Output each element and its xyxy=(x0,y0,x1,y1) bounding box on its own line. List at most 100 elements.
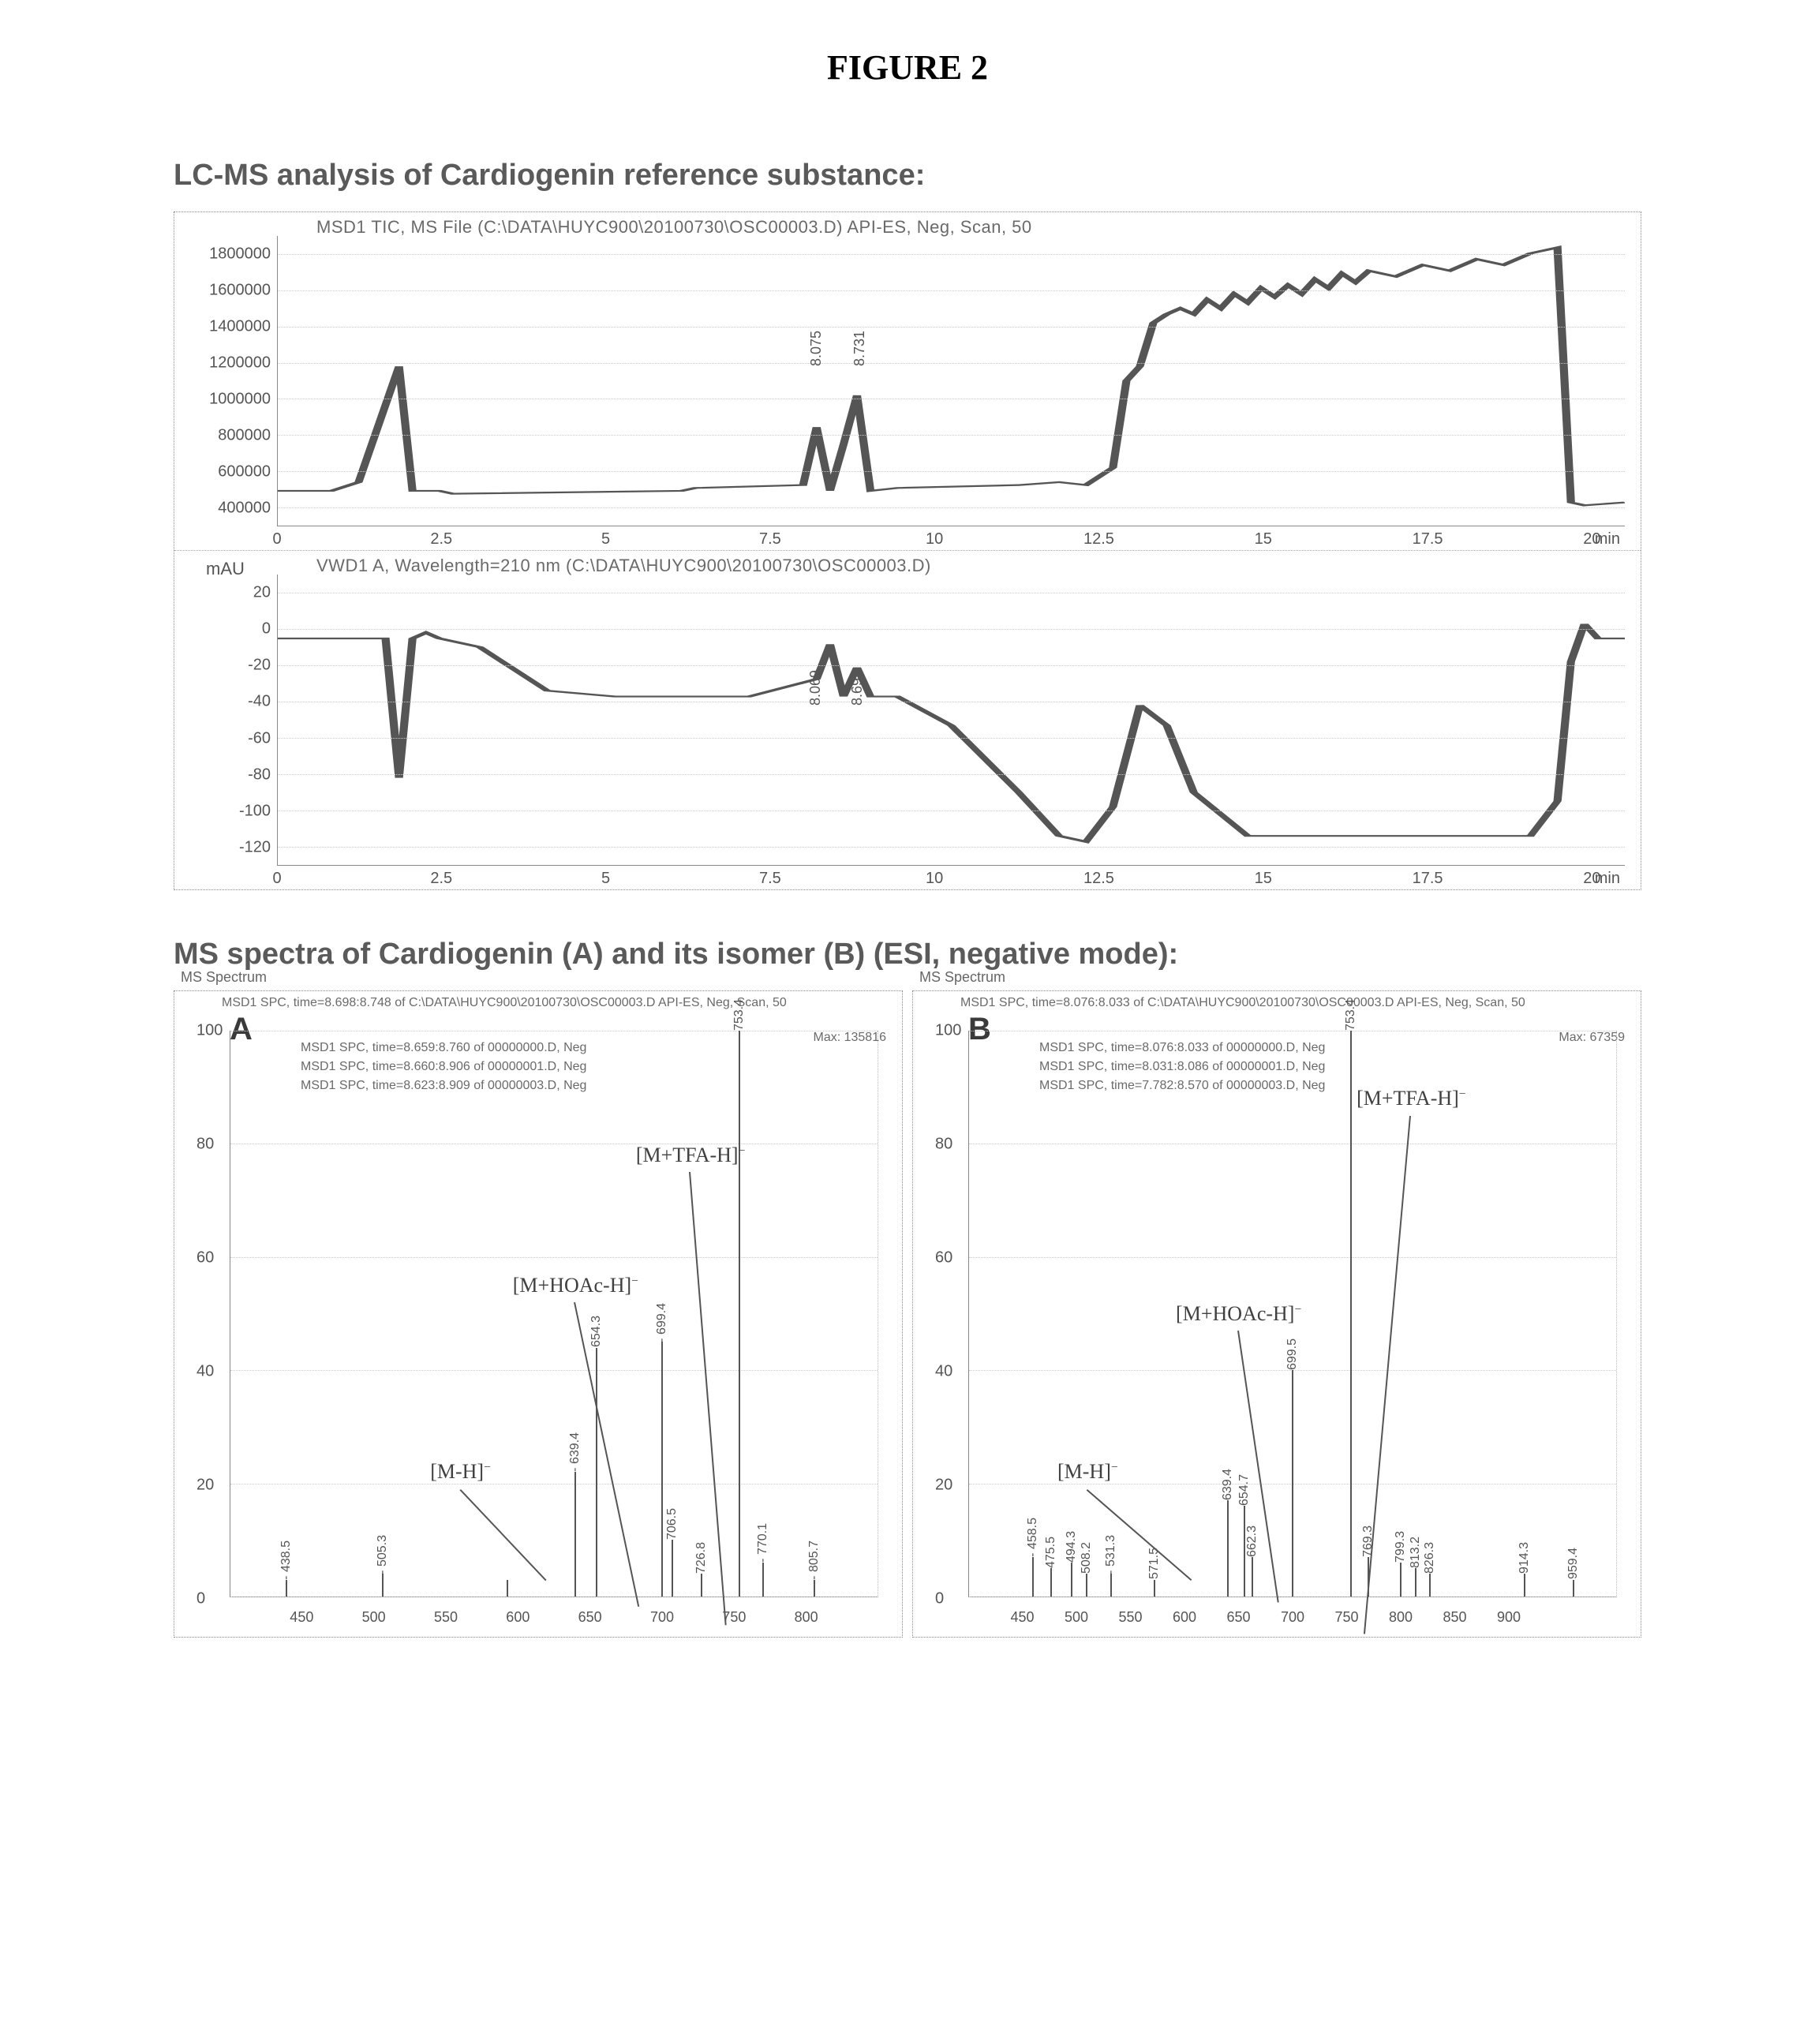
x-tick: 17.5 xyxy=(1413,530,1443,548)
y-tick: 1600000 xyxy=(176,282,271,300)
ms-peak: 508.2 xyxy=(1086,1574,1087,1597)
ms-peak-label: - 438.5 xyxy=(279,1539,294,1580)
y-tick: -20 xyxy=(176,657,271,675)
ion-annotation: [M-H]− xyxy=(1057,1460,1118,1484)
x-tick: 12.5 xyxy=(1083,870,1114,888)
peak-label: 8.069 xyxy=(807,670,824,706)
ms-peak: 662.3 xyxy=(1252,1557,1253,1597)
x-tick: 800 xyxy=(1389,1609,1413,1626)
ms-peak-label: 654.3 xyxy=(589,1314,604,1347)
x-tick: 600 xyxy=(506,1609,530,1626)
uv-trace xyxy=(278,575,1625,865)
ms-peak-label: 475.5 xyxy=(1044,1535,1058,1568)
ms-peak: 494.3 xyxy=(1071,1563,1072,1597)
ms-peak-label: 753.4 xyxy=(1344,998,1358,1031)
y-tick: 0 xyxy=(935,1590,944,1608)
ms-panel-a: MS Spectrum MSD1 SPC, time=8.698:8.748 o… xyxy=(174,990,903,1638)
ms-peak: 914.3 xyxy=(1524,1574,1525,1597)
lcms-tic-subpanel: MSD1 TIC, MS File (C:\DATA\HUYC900\20100… xyxy=(174,212,1641,551)
ms-peak: - 438.5 xyxy=(286,1580,287,1597)
tic-title: MSD1 TIC, MS File (C:\DATA\HUYC900\20100… xyxy=(316,217,1032,238)
x-tick: 650 xyxy=(578,1609,602,1626)
ms-peak: - 699.4 xyxy=(661,1342,663,1597)
ms-peak: - 805.7 xyxy=(814,1580,815,1597)
section2-heading: MS spectra of Cardiogenin (A) and its is… xyxy=(174,938,1641,971)
ms-peak-label: 639.4 xyxy=(1221,1467,1235,1500)
y-tick: 0 xyxy=(176,620,271,638)
ms-peak: 726.8 xyxy=(701,1574,702,1597)
ms-peak: 813.2 xyxy=(1415,1568,1416,1597)
x-tick: 850 xyxy=(1443,1609,1466,1626)
y-tick: -120 xyxy=(176,838,271,856)
ms-a-x-ticks: 450500550600650700750800 xyxy=(230,1602,878,1626)
y-tick: 600000 xyxy=(176,463,271,481)
x-axis-unit: min xyxy=(1595,870,1620,888)
y-tick: 400000 xyxy=(176,500,271,518)
y-tick: 100 xyxy=(935,1022,961,1040)
x-tick: 600 xyxy=(1173,1609,1196,1626)
ms-peak-label: 753.4 xyxy=(732,998,747,1031)
x-tick: 550 xyxy=(434,1609,458,1626)
ms-peak-label: 662.3 xyxy=(1245,1524,1259,1557)
ion-annotation: [M+HOAc-H]− xyxy=(513,1274,638,1297)
annotation-connector xyxy=(574,1302,640,1607)
ms-b-caption: MS Spectrum xyxy=(919,969,1005,986)
x-tick: 10 xyxy=(926,870,943,888)
x-tick: 17.5 xyxy=(1413,870,1443,888)
ms-peak-label: 799.3 xyxy=(1394,1529,1408,1563)
x-tick: 7.5 xyxy=(759,530,781,548)
x-tick: 0 xyxy=(272,870,281,888)
ms-b-plot: - 458.5475.5494.3508.2- 531.3571.5639.46… xyxy=(968,1031,1617,1597)
x-tick: 15 xyxy=(1255,530,1272,548)
x-tick: 700 xyxy=(650,1609,674,1626)
x-tick: 450 xyxy=(1010,1609,1034,1626)
figure-title: FIGURE 2 xyxy=(174,47,1641,88)
ms-peak-label: - 770.1 xyxy=(756,1522,770,1563)
annotation-connector xyxy=(459,1489,546,1581)
y-tick: -100 xyxy=(176,802,271,820)
ms-peak: - 458.5 xyxy=(1032,1557,1034,1597)
y-tick: 1800000 xyxy=(176,245,271,264)
ms-peak: 799.3 xyxy=(1400,1563,1401,1597)
ms-peak: 699.5 xyxy=(1292,1370,1293,1597)
ms-b-header: MSD1 SPC, time=8.076:8.033 of C:\DATA\HU… xyxy=(960,996,1633,1010)
x-tick: 12.5 xyxy=(1083,530,1114,548)
ms-peak-label: 508.2 xyxy=(1080,1540,1094,1574)
ms-peak: 706.5 xyxy=(672,1540,673,1597)
ms-a-caption: MS Spectrum xyxy=(181,969,267,986)
ms-peak-label: 494.3 xyxy=(1065,1529,1079,1563)
ms-peak: 753.4 xyxy=(1350,1031,1352,1597)
ion-annotation: [M+TFA-H]− xyxy=(636,1144,746,1167)
y-tick: -60 xyxy=(176,729,271,747)
ms-peak: 571.5 xyxy=(1154,1580,1155,1597)
tic-x-ticks: 02.557.51012.51517.520min xyxy=(277,526,1625,550)
x-tick: 650 xyxy=(1226,1609,1250,1626)
ms-peak-label: - 699.4 xyxy=(655,1301,669,1342)
y-tick: -40 xyxy=(176,693,271,711)
y-tick: -80 xyxy=(176,766,271,784)
uv-x-ticks: 02.557.51012.51517.520min xyxy=(277,866,1625,889)
y-tick: 20 xyxy=(196,1477,214,1495)
x-tick: 5 xyxy=(601,870,610,888)
ms-peak-label: 706.5 xyxy=(665,1507,679,1540)
uv-y-axis: -120 -100 -80 -60 -40 -20 0 20 xyxy=(174,575,277,866)
x-tick: 2.5 xyxy=(430,530,452,548)
ms-peak-label: 826.3 xyxy=(1423,1540,1437,1574)
tic-y-axis: 4000006000008000001000000120000014000001… xyxy=(174,236,277,526)
ion-annotation: [M-H]− xyxy=(430,1460,491,1484)
ms-peak: 475.5 xyxy=(1050,1568,1052,1597)
y-tick: 20 xyxy=(176,584,271,602)
x-tick: 700 xyxy=(1281,1609,1304,1626)
uv-title: VWD1 A, Wavelength=210 nm (C:\DATA\HUYC9… xyxy=(316,556,931,576)
y-tick: 40 xyxy=(196,1363,214,1381)
x-tick: 10 xyxy=(926,530,943,548)
y-tick: 80 xyxy=(935,1136,952,1154)
ms-peak-label: 914.3 xyxy=(1517,1540,1532,1574)
x-tick: 7.5 xyxy=(759,870,781,888)
x-tick: 750 xyxy=(722,1609,746,1626)
ms-peak: - 531.3 xyxy=(1110,1574,1112,1597)
ms-peak-label: - 505.3 xyxy=(376,1533,390,1574)
ms-a-plot: - 438.5- 505.3- 639.4654.3- 699.4706.572… xyxy=(230,1031,878,1597)
ms-peak-label: - 805.7 xyxy=(807,1539,821,1580)
lcms-uv-subpanel: VWD1 A, Wavelength=210 nm (C:\DATA\HUYC9… xyxy=(174,551,1641,889)
